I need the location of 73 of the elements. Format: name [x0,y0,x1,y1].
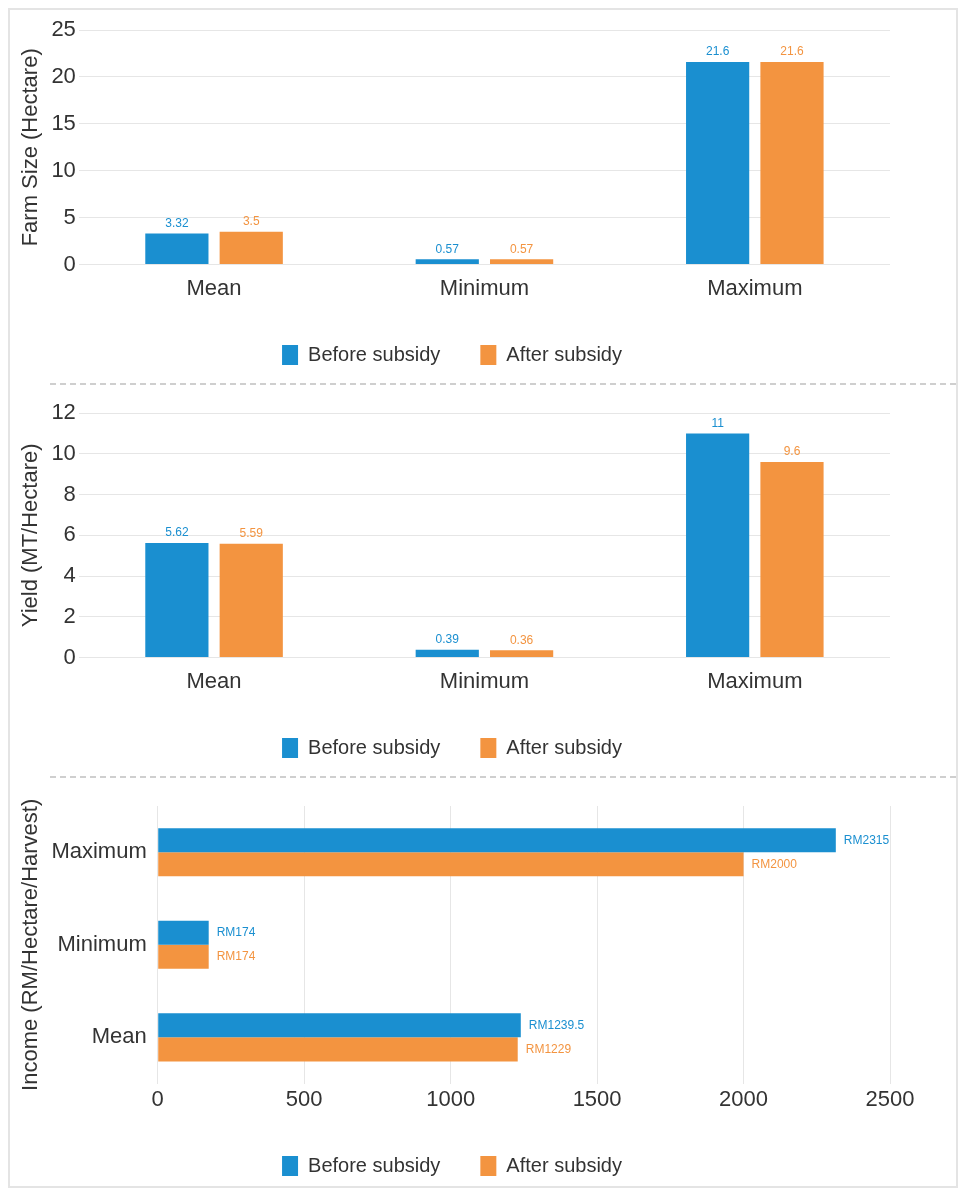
legend-label: After subsidy [506,342,622,365]
bar [686,433,750,658]
legend-label: Before subsidy [308,342,441,365]
bar [158,1037,518,1062]
bar [158,828,836,853]
y-axis-title: Yield (MT/Hectare) [17,443,43,628]
bar [490,650,554,658]
bar [158,852,744,877]
y-axis-title: Income (RM/Hectare/Harvest) [17,798,43,1091]
data-label: 5.59 [239,525,264,540]
bar [158,944,209,969]
x-tick-label: Mean [186,274,242,300]
x-tick-label: 1500 [572,1085,622,1111]
bar [219,231,283,265]
legend-label: Before subsidy [308,735,441,758]
y-tick-label: 10 [51,439,76,465]
y-tick-label: 10 [51,156,76,182]
bar [490,259,554,265]
data-label: 21.6 [780,44,804,59]
bar [219,543,283,658]
x-tick-label: Minimum [439,274,530,300]
x-tick-label: Maximum [707,274,803,300]
y-tick-label: Maximum [51,838,147,864]
x-tick-label: 500 [285,1085,323,1111]
bar [686,61,750,265]
y-tick-label: 0 [63,643,76,669]
bar [158,920,209,945]
y-tick-label: 4 [63,562,76,588]
y-tick-label: 20 [51,62,76,88]
data-label: RM2000 [751,856,798,871]
data-label: 11 [711,415,725,430]
y-tick-label: Mean [91,1023,147,1049]
y-axis-title: Farm Size (Hectare) [17,48,43,247]
y-tick-label: 5 [63,203,76,229]
data-label: 3.5 [242,214,260,229]
bar [760,461,824,658]
bar [415,259,479,265]
y-tick-label: 2 [63,602,76,628]
bar [145,543,209,658]
legend-label: Before subsidy [308,1153,441,1176]
data-label: 0.57 [509,241,534,256]
data-label: 0.39 [435,631,460,646]
x-tick-label: 2500 [865,1085,915,1111]
data-label: 0.57 [435,241,460,256]
y-tick-label: 12 [51,399,76,425]
y-tick-label: 25 [51,16,76,42]
x-tick-label: 1000 [426,1085,476,1111]
y-tick-label: 15 [51,109,76,135]
y-tick-label: 8 [63,480,76,506]
data-label: RM174 [216,949,256,964]
y-tick-label: Minimum [57,930,147,956]
y-tick-label: 0 [63,250,76,276]
data-label: 0.36 [509,632,534,647]
data-label: RM1229 [525,1041,572,1056]
data-label: 21.6 [705,44,730,59]
data-label: 9.6 [783,444,801,459]
legend-label: After subsidy [506,735,622,758]
bar [145,233,209,265]
data-label: RM2315 [843,832,890,847]
bar [760,61,824,265]
x-tick-label: Maximum [707,667,803,693]
data-label: 3.32 [165,215,189,230]
data-label: RM1239.5 [528,1017,585,1032]
x-tick-label: 0 [151,1085,164,1111]
bar [415,649,479,658]
bar [158,1013,521,1038]
data-label: 5.62 [165,525,189,540]
data-label: RM174 [216,925,256,940]
x-tick-label: 2000 [719,1085,769,1111]
x-tick-label: Minimum [439,667,530,693]
x-tick-label: Mean [186,667,242,693]
y-tick-label: 6 [63,521,76,547]
legend-label: After subsidy [506,1153,622,1176]
